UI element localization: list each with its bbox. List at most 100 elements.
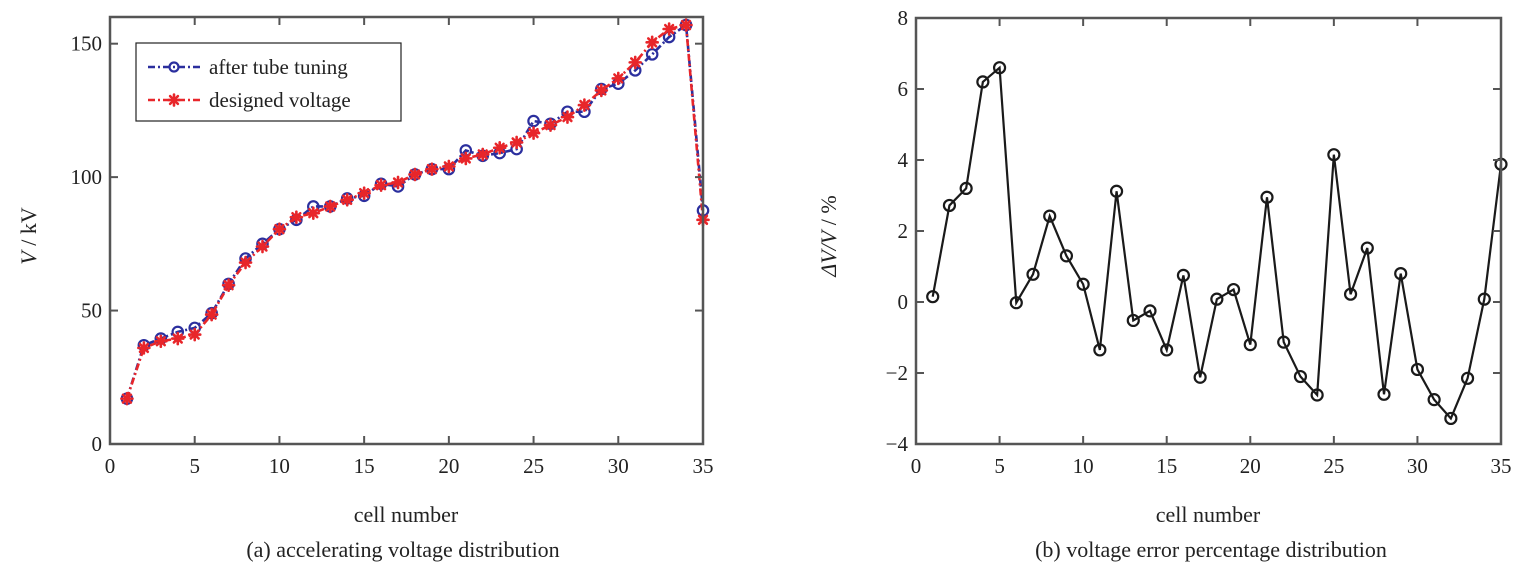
x-tick-label: 35 [693, 454, 714, 478]
panel-a-x-axis-label: cell number [354, 502, 459, 527]
y-tick-label: −2 [886, 361, 908, 385]
legend-marker-circle-icon [168, 61, 180, 73]
data-point-voltage-error [1394, 267, 1408, 281]
y-tick-label: 2 [898, 219, 909, 243]
x-tick-label: 25 [523, 454, 544, 478]
x-tick-label: 0 [911, 454, 922, 478]
data-point-voltage-error [1360, 241, 1374, 255]
data-point-voltage-error [1193, 370, 1207, 384]
x-tick-label: 15 [354, 454, 375, 478]
legend-asterisk-shape [167, 93, 181, 107]
x-tick-label: 15 [1156, 454, 1177, 478]
data-point-after-tube-tuning [645, 48, 659, 61]
y-tick-label: −4 [886, 432, 909, 456]
data-point-voltage-error [1427, 393, 1441, 407]
data-point-designed-voltage [170, 331, 185, 346]
panel-b-caption: (b) voltage error percentage distributio… [1035, 537, 1387, 562]
y-tick-label: 100 [71, 165, 103, 189]
panel-a-ticks: 0 5 10 15 20 25 30 35 0 50 100 150 [71, 17, 714, 478]
y-label-unit: / kV [16, 207, 41, 251]
data-point-voltage-error [1143, 304, 1157, 318]
data-point-designed-voltage [154, 334, 168, 349]
data-point-voltage-error [942, 198, 957, 213]
x-tick-label: 35 [1491, 454, 1512, 478]
data-point-designed-voltage [645, 35, 659, 50]
panel-b-x-axis-label: cell number [1156, 502, 1261, 527]
data-point-designed-voltage [120, 391, 134, 406]
data-point-designed-voltage [492, 140, 507, 155]
data-point-designed-voltage [475, 147, 490, 162]
data-point-voltage-error [959, 181, 973, 195]
data-point-voltage-error [1277, 335, 1291, 349]
data-point-voltage-error [1260, 190, 1274, 204]
data-point-designed-voltage [526, 126, 541, 140]
data-point-designed-voltage [628, 55, 643, 70]
panel-b-y-axis-label: ΔV/V / % [816, 195, 841, 277]
data-point-voltage-error [1444, 411, 1458, 426]
data-point-designed-voltage [543, 118, 558, 132]
x-tick-label: 10 [1073, 454, 1094, 478]
data-point-voltage-error [1377, 387, 1391, 401]
data-point-designed-voltage [137, 341, 151, 355]
data-point-designed-voltage [391, 175, 405, 190]
y-label-variable: ΔV/V [816, 228, 841, 277]
data-point-voltage-error [1059, 249, 1074, 263]
data-point-voltage-error [1327, 148, 1341, 162]
data-point-designed-voltage [458, 151, 473, 166]
data-point-voltage-error [1226, 282, 1241, 297]
legend-item-designed-voltage: designed voltage [148, 88, 351, 112]
data-point-voltage-error [1243, 338, 1257, 352]
data-point-designed-voltage [577, 98, 592, 112]
data-point-designed-voltage [357, 186, 371, 200]
panel-b-ticks: 0 5 10 15 20 25 30 35 −4 −2 0 2 4 6 8 [886, 6, 1512, 478]
y-tick-label: 0 [898, 290, 909, 314]
data-point-voltage-error [1043, 209, 1057, 223]
data-point-designed-voltage [204, 307, 219, 322]
y-tick-label: 50 [81, 299, 102, 323]
data-point-voltage-error [1026, 267, 1040, 281]
data-point-designed-voltage [442, 159, 456, 174]
x-tick-label: 25 [1323, 454, 1344, 478]
panel-a-legend: after tube tuning designed voltage [135, 42, 402, 122]
data-point-voltage-error [1460, 371, 1475, 385]
data-point-voltage-error [1160, 343, 1174, 357]
data-point-voltage-error [1176, 268, 1191, 282]
data-point-voltage-error [1310, 388, 1324, 402]
x-tick-label: 20 [438, 454, 459, 478]
y-tick-label: 150 [71, 32, 103, 56]
legend-box [135, 42, 402, 122]
y-tick-label: 6 [898, 77, 909, 101]
data-point-voltage-error [1076, 277, 1090, 291]
series-line-designed-voltage [125, 23, 705, 400]
legend-label-after-tube-tuning: after tube tuning [209, 55, 348, 79]
panel-a-accelerating-voltage: 0 5 10 15 20 25 30 35 0 50 100 150 after tube tunin… [16, 15, 714, 562]
data-point-designed-voltage [425, 162, 439, 176]
data-point-designed-voltage [238, 255, 253, 270]
legend-label-designed-voltage: designed voltage [209, 88, 351, 112]
data-point-designed-voltage [509, 135, 524, 150]
panel-a-caption: (a) accelerating voltage distribution [246, 537, 559, 562]
data-point-designed-voltage [560, 110, 575, 124]
data-point-after-tube-tuning [527, 114, 540, 128]
legend-marker-asterisk-icon [167, 93, 181, 107]
data-point-designed-voltage [679, 18, 693, 32]
data-point-designed-voltage [221, 278, 236, 293]
data-point-voltage-error [1343, 287, 1358, 301]
data-point-designed-voltage [306, 206, 321, 220]
x-tick-label: 10 [269, 454, 290, 478]
legend-item-after-tube-tuning: after tube tuning [148, 55, 348, 79]
panel-a-data-marks [120, 18, 710, 406]
x-tick-label: 5 [189, 454, 200, 478]
data-point-voltage-error [926, 290, 940, 304]
data-point-voltage-error [1293, 369, 1308, 384]
data-point-voltage-error [1410, 362, 1425, 377]
y-tick-label: 4 [898, 148, 909, 172]
data-point-voltage-error [976, 75, 990, 89]
data-point-designed-voltage [255, 239, 270, 254]
data-point-voltage-error [1210, 292, 1224, 306]
panel-b-plot-frame [914, 16, 1503, 446]
panel-b-voltage-error: 0 5 10 15 20 25 30 35 −4 −2 0 2 4 6 8 ΔV/V / % cell nu… [816, 6, 1512, 562]
data-point-voltage-error [1477, 292, 1491, 306]
data-point-designed-voltage [662, 22, 676, 36]
